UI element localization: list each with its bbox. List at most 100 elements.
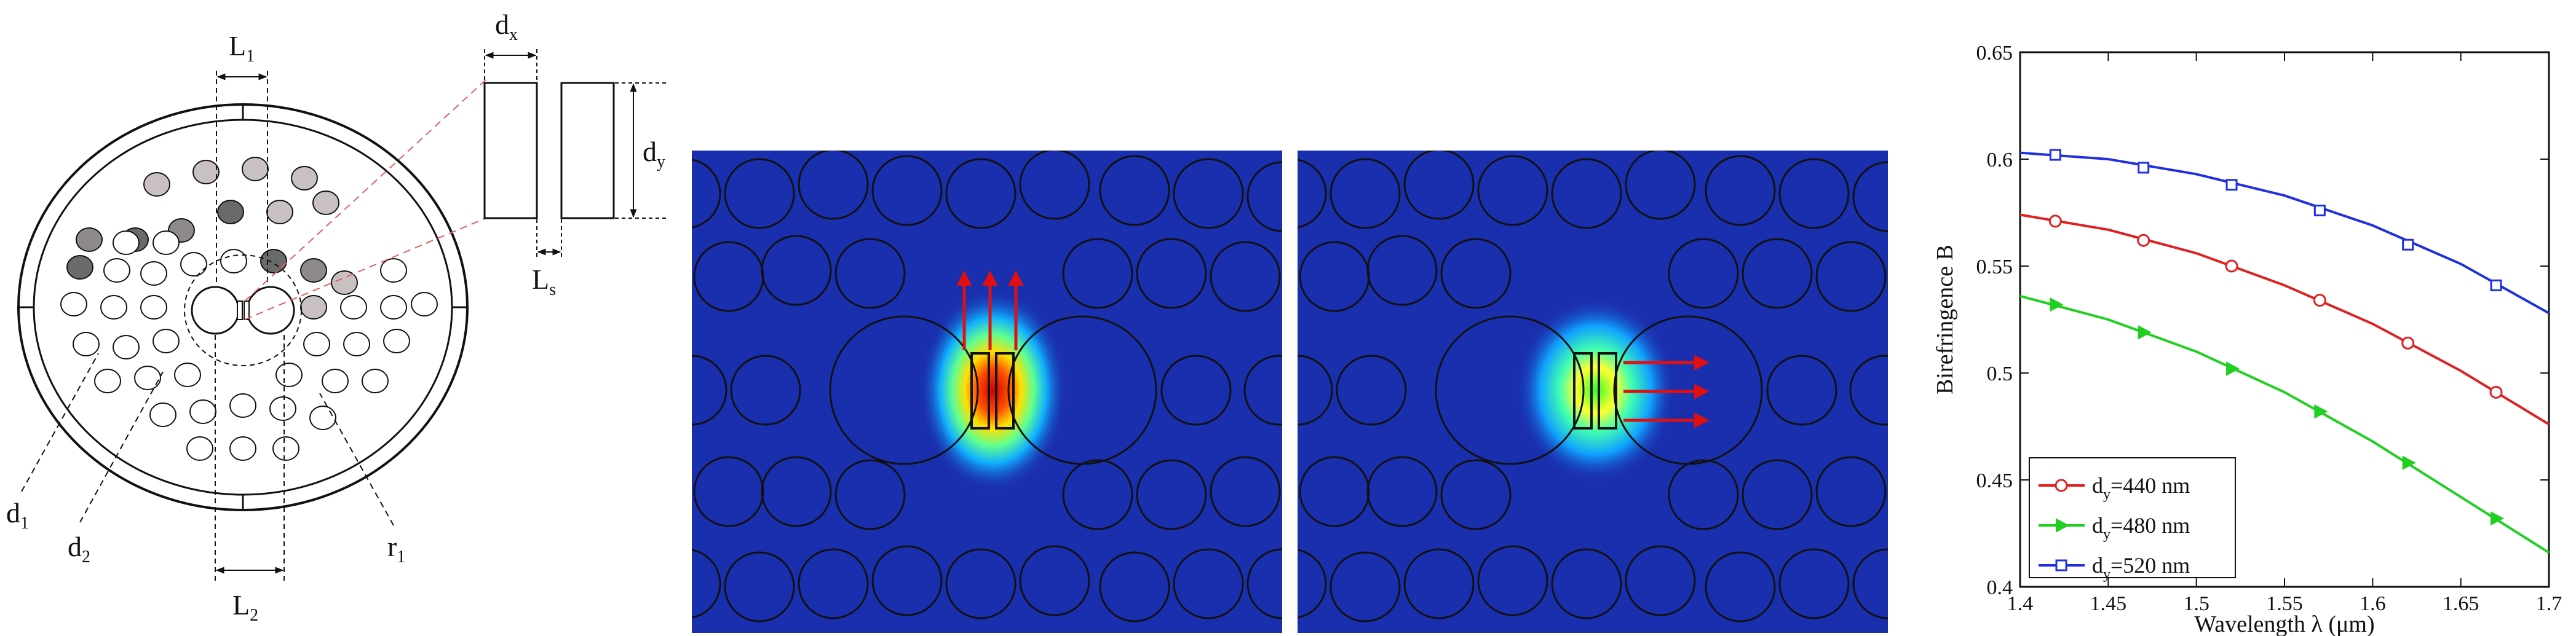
mode-field-panel-y: [692, 151, 1282, 633]
data-point: [2491, 511, 2505, 526]
data-point: [2226, 361, 2240, 376]
air-hole: [312, 190, 339, 215]
y-axis-label: Birefringence B: [1932, 245, 1958, 395]
hole-outline: [1330, 551, 1401, 622]
air-hole: [242, 157, 269, 181]
hole-outline: [1815, 241, 1887, 312]
d2-label: d2: [68, 531, 90, 567]
data-point: [2055, 559, 2067, 571]
data-point: [2138, 325, 2152, 340]
x-tick-label: 1.4: [2007, 592, 2034, 615]
core-large-hole-right: [246, 286, 295, 335]
hole-outline: [693, 456, 764, 527]
x-tick-label: 1.65: [2443, 592, 2479, 615]
hole-outline: [798, 548, 869, 619]
hole-outline: [1136, 238, 1207, 309]
mode-strip-left: [970, 352, 990, 430]
dy-label: dy: [643, 136, 665, 171]
mode-strip-left: [1573, 352, 1593, 430]
fiber-cross-section-panel: L1 L2 d1 d2 r1 dx dy Ls: [6, 9, 667, 625]
hole-outline: [1062, 238, 1133, 309]
L1-label: L1: [229, 30, 255, 66]
axis-ticks: 1.4 1.45 1.5 1.55 1.6 1.65 1.7 0.4 0.45 0.5 0.55 0.…: [1976, 42, 2562, 615]
air-hole: [229, 436, 256, 461]
legend-box: [2029, 457, 2236, 578]
dx-label: dx: [495, 9, 518, 44]
y-tick-label: 0.55: [1976, 256, 2013, 278]
air-hole: [272, 436, 299, 461]
air-hole: [309, 406, 336, 430]
hole-outline: [1668, 459, 1739, 530]
data-point: [2225, 259, 2238, 273]
y-tick-label: 0.5: [1987, 363, 2013, 385]
air-hole: [134, 366, 161, 390]
hole-outline: [1440, 459, 1512, 530]
hole-outline: [1246, 161, 1282, 232]
d2-leader: [79, 371, 164, 523]
data-point: [2137, 234, 2150, 247]
hole-outline: [945, 158, 1017, 229]
d1-label: d1: [6, 497, 29, 533]
series-markers: [2048, 149, 2505, 526]
air-hole: [153, 230, 180, 255]
legend-label: dy=440 nm: [2092, 473, 2190, 503]
hole-outline: [1019, 545, 1090, 616]
zoom-strip-left: [483, 82, 538, 219]
air-hole: [100, 295, 127, 320]
air-hole: [343, 332, 370, 356]
hole-outline: [1298, 355, 1333, 426]
hole-outline: [1852, 548, 1888, 619]
y-tick-label: 0.45: [1976, 469, 2013, 492]
L2-label: L2: [232, 589, 258, 625]
hole-outline: [1019, 151, 1090, 220]
air-hole: [66, 255, 93, 280]
hole-outline: [692, 159, 721, 229]
hole-outline: [1160, 355, 1232, 426]
hole-outline: [834, 459, 906, 530]
hole-outline: [1062, 459, 1133, 530]
x-tick-label: 1.45: [2090, 592, 2127, 615]
hole-outline: [1668, 238, 1739, 309]
air-hole: [174, 363, 201, 387]
air-hole: [300, 258, 327, 283]
hole-outline: [1173, 158, 1244, 229]
hole-outline: [1403, 151, 1475, 220]
data-point: [2402, 238, 2414, 251]
air-hole: [192, 160, 220, 184]
zoom-line-lower: [244, 218, 486, 320]
mode-field-glow: [919, 289, 1067, 492]
y-tick-label: 0.6: [1987, 149, 2013, 171]
hole-outline: [1246, 548, 1282, 619]
data-point: [2056, 518, 2070, 533]
r1-label: r1: [387, 531, 405, 567]
hole-outline: [871, 155, 943, 226]
x-tick-label: 1.7: [2536, 592, 2562, 615]
hole-outline: [834, 238, 906, 309]
data-point: [2049, 149, 2061, 161]
data-point: [2225, 179, 2238, 191]
r1-leader: [319, 393, 394, 526]
hole-outline: [1551, 548, 1622, 619]
air-hole: [140, 261, 167, 286]
hole-outline: [1136, 459, 1207, 530]
mode-field-hole-outlines: [692, 151, 1282, 622]
hole-outline: [692, 549, 721, 619]
core-large-hole-left: [191, 286, 240, 335]
series-line: [2019, 151, 2550, 315]
mode-strip-right: [995, 352, 1015, 430]
hole-outline: [724, 158, 795, 229]
legend: dy=440 nm dy=480 nm dy=520 nm: [2029, 457, 2236, 583]
hole-outline: [761, 456, 832, 527]
air-hole-lattice: [60, 157, 438, 461]
hole-outline: [1173, 548, 1244, 619]
zoom-line-upper: [244, 79, 486, 302]
core-hole-outline-right: [1613, 315, 1763, 465]
y-tick-label: 0.4: [1987, 576, 2013, 599]
air-hole: [186, 436, 213, 461]
air-hole: [383, 329, 410, 353]
air-hole: [269, 396, 296, 421]
air-hole: [300, 295, 327, 320]
hole-outline: [945, 548, 1017, 619]
air-hole: [113, 335, 140, 359]
